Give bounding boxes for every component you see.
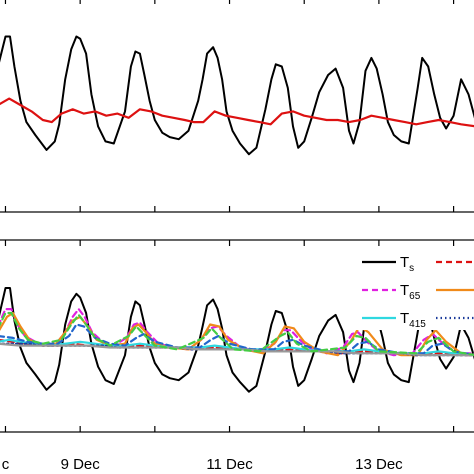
series-line xyxy=(0,323,474,356)
legend-subscript: 65 xyxy=(409,291,421,302)
series-line xyxy=(0,287,474,393)
x-tick-label: 9 Dec xyxy=(61,456,101,473)
x-tick-label: c xyxy=(2,456,10,473)
panel-frame xyxy=(0,239,474,433)
series-line xyxy=(0,311,474,356)
x-tick-label: 13 Dec xyxy=(355,456,403,473)
series-line xyxy=(0,97,474,128)
series-line xyxy=(0,342,474,357)
legend-subscript: 415 xyxy=(409,319,426,330)
panel-frame xyxy=(0,211,474,213)
x-tick-label: 11 Dec xyxy=(206,456,253,473)
legend-subscript: s xyxy=(409,263,414,274)
series-line xyxy=(0,35,474,156)
bottom-panel: c 9 Dec 11 Dec 13 Dec xyxy=(0,239,474,473)
top-panel xyxy=(0,0,474,213)
